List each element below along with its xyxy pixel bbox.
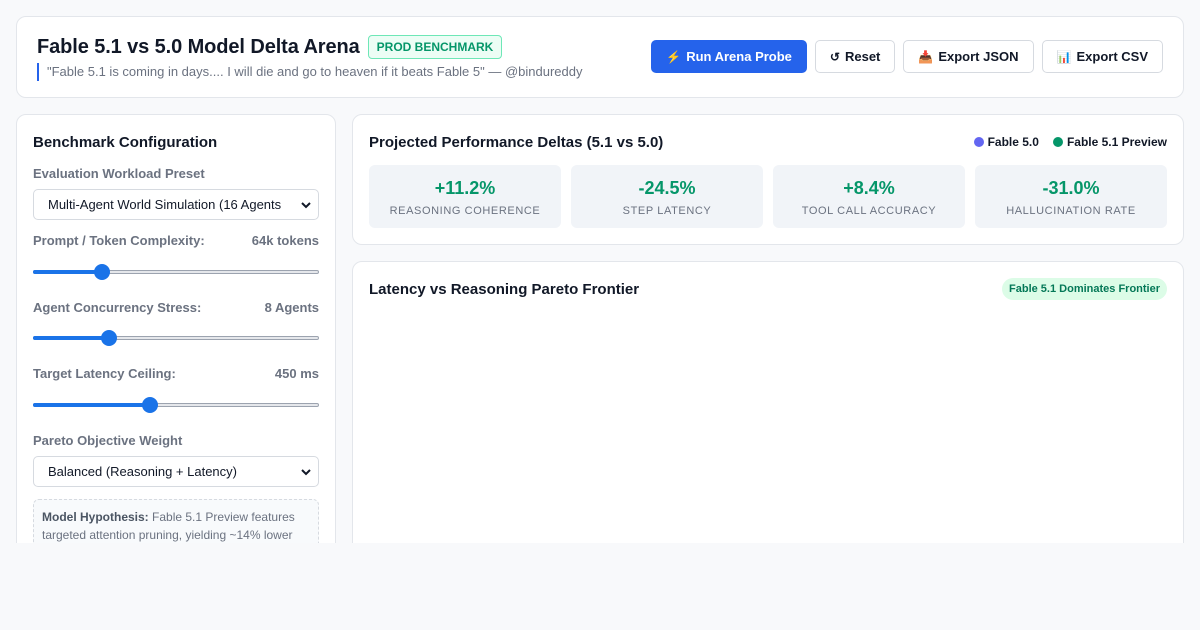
model-hypothesis-note: Model Hypothesis: Fable 5.1 Preview feat… bbox=[33, 499, 319, 543]
latency-ceiling-label: Target Latency Ceiling: bbox=[33, 366, 176, 381]
page-title: Fable 5.1 vs 5.0 Model Delta Arena bbox=[37, 35, 360, 58]
pareto-title: Latency vs Reasoning Pareto Frontier bbox=[369, 281, 640, 298]
metric-tool-call-accuracy: +8.4% TOOL CALL ACCURACY bbox=[773, 165, 965, 228]
app-viewport: Fable 5.1 vs 5.0 Model Delta Arena PROD … bbox=[16, 16, 1184, 543]
reset-button[interactable]: ↺ Reset bbox=[814, 40, 896, 73]
pareto-weight-label: Pareto Objective Weight bbox=[33, 433, 183, 448]
prod-benchmark-badge: PROD BENCHMARK bbox=[367, 35, 503, 59]
reset-icon: ↺ bbox=[829, 49, 840, 64]
run-arena-probe-label: Run Arena Probe bbox=[686, 49, 792, 64]
legend: Fable 5.0 Fable 5.1 Preview bbox=[973, 135, 1167, 149]
concurrency-slider[interactable] bbox=[33, 328, 319, 348]
legend-label: Fable 5.1 Preview bbox=[1066, 135, 1167, 149]
latency-ceiling-value: 450 ms bbox=[274, 366, 319, 381]
hypothesis-label: Model Hypothesis: bbox=[42, 510, 149, 524]
pareto-frontier-card: Latency vs Reasoning Pareto Frontier Fab… bbox=[352, 261, 1184, 543]
metric-value: +8.4% bbox=[843, 178, 895, 198]
title-row: Fable 5.1 vs 5.0 Model Delta Arena PROD … bbox=[37, 35, 503, 59]
export-csv-button[interactable]: 📊 Export CSV bbox=[1041, 40, 1163, 73]
dominates-frontier-badge: Fable 5.1 Dominates Frontier bbox=[1002, 278, 1167, 300]
export-json-label: Export JSON bbox=[938, 49, 1019, 64]
chevron-down-icon bbox=[301, 469, 311, 476]
header-card: Fable 5.1 vs 5.0 Model Delta Arena PROD … bbox=[16, 16, 1184, 98]
slider-thumb[interactable] bbox=[93, 264, 110, 280]
token-complexity-slider[interactable] bbox=[33, 262, 319, 282]
pareto-weight-value: Balanced (Reasoning + Latency) bbox=[48, 464, 237, 479]
metric-label: REASONING COHERENCE bbox=[389, 205, 541, 217]
slider-thumb[interactable] bbox=[100, 330, 117, 346]
metric-label: STEP LATENCY bbox=[622, 205, 712, 217]
metric-label: HALLUCINATION RATE bbox=[1006, 205, 1136, 217]
token-complexity-value: 64k tokens bbox=[251, 233, 319, 248]
config-title: Benchmark Configuration bbox=[33, 134, 218, 151]
metric-tiles: +11.2% REASONING COHERENCE -24.5% STEP L… bbox=[369, 165, 1167, 228]
legend-item-fable-5-0: Fable 5.0 bbox=[973, 135, 1039, 149]
workload-preset-value: Multi-Agent World Simulation (16 Agents bbox=[48, 197, 282, 212]
latency-ceiling-slider[interactable] bbox=[33, 395, 319, 415]
legend-item-fable-5-1: Fable 5.1 Preview bbox=[1052, 135, 1167, 149]
chevron-down-icon bbox=[301, 202, 311, 209]
slider-fill bbox=[33, 403, 151, 407]
export-csv-label: Export CSV bbox=[1076, 49, 1148, 64]
metric-label: TOOL CALL ACCURACY bbox=[801, 205, 937, 217]
workload-preset-label: Evaluation Workload Preset bbox=[33, 166, 205, 181]
run-arena-probe-button[interactable]: ⚡ Run Arena Probe bbox=[651, 40, 807, 73]
metric-value: +11.2% bbox=[434, 178, 496, 198]
deltas-title: Projected Performance Deltas (5.1 vs 5.0… bbox=[369, 134, 664, 151]
hypothesis-text: Fable 5.1 Preview features targeted atte… bbox=[42, 510, 295, 542]
metric-reasoning-coherence: +11.2% REASONING COHERENCE bbox=[369, 165, 561, 228]
metric-hallucination-rate: -31.0% HALLUCINATION RATE bbox=[975, 165, 1167, 228]
legend-label: Fable 5.0 bbox=[987, 135, 1039, 149]
lightning-icon: ⚡ bbox=[666, 49, 682, 64]
token-complexity-label: Prompt / Token Complexity: bbox=[33, 233, 205, 248]
header-quote: "Fable 5.1 is coming in days.... I will … bbox=[37, 63, 583, 81]
concurrency-value: 8 Agents bbox=[264, 300, 319, 315]
metric-step-latency: -24.5% STEP LATENCY bbox=[571, 165, 763, 228]
inbox-tray-icon: 📥 bbox=[918, 49, 934, 64]
performance-deltas-card: Projected Performance Deltas (5.1 vs 5.0… bbox=[352, 114, 1184, 245]
metric-value: -24.5% bbox=[638, 178, 696, 198]
header-actions: ⚡ Run Arena Probe ↺ Reset 📥 Export JSON … bbox=[651, 40, 1163, 73]
legend-dot bbox=[973, 137, 984, 147]
slider-thumb[interactable] bbox=[142, 397, 159, 413]
concurrency-label: Agent Concurrency Stress: bbox=[33, 300, 202, 315]
metric-value: -31.0% bbox=[1042, 178, 1100, 198]
benchmark-config-card: Benchmark Configuration Evaluation Workl… bbox=[16, 114, 336, 543]
workload-preset-select[interactable]: Multi-Agent World Simulation (16 Agents bbox=[33, 189, 319, 220]
export-json-button[interactable]: 📥 Export JSON bbox=[903, 40, 1034, 73]
reset-label: Reset bbox=[844, 49, 881, 64]
pareto-weight-select[interactable]: Balanced (Reasoning + Latency) bbox=[33, 456, 319, 487]
slider-fill bbox=[33, 270, 102, 274]
slider-fill bbox=[33, 336, 109, 340]
legend-dot bbox=[1052, 137, 1063, 147]
bar-chart-icon: 📊 bbox=[1056, 49, 1072, 64]
